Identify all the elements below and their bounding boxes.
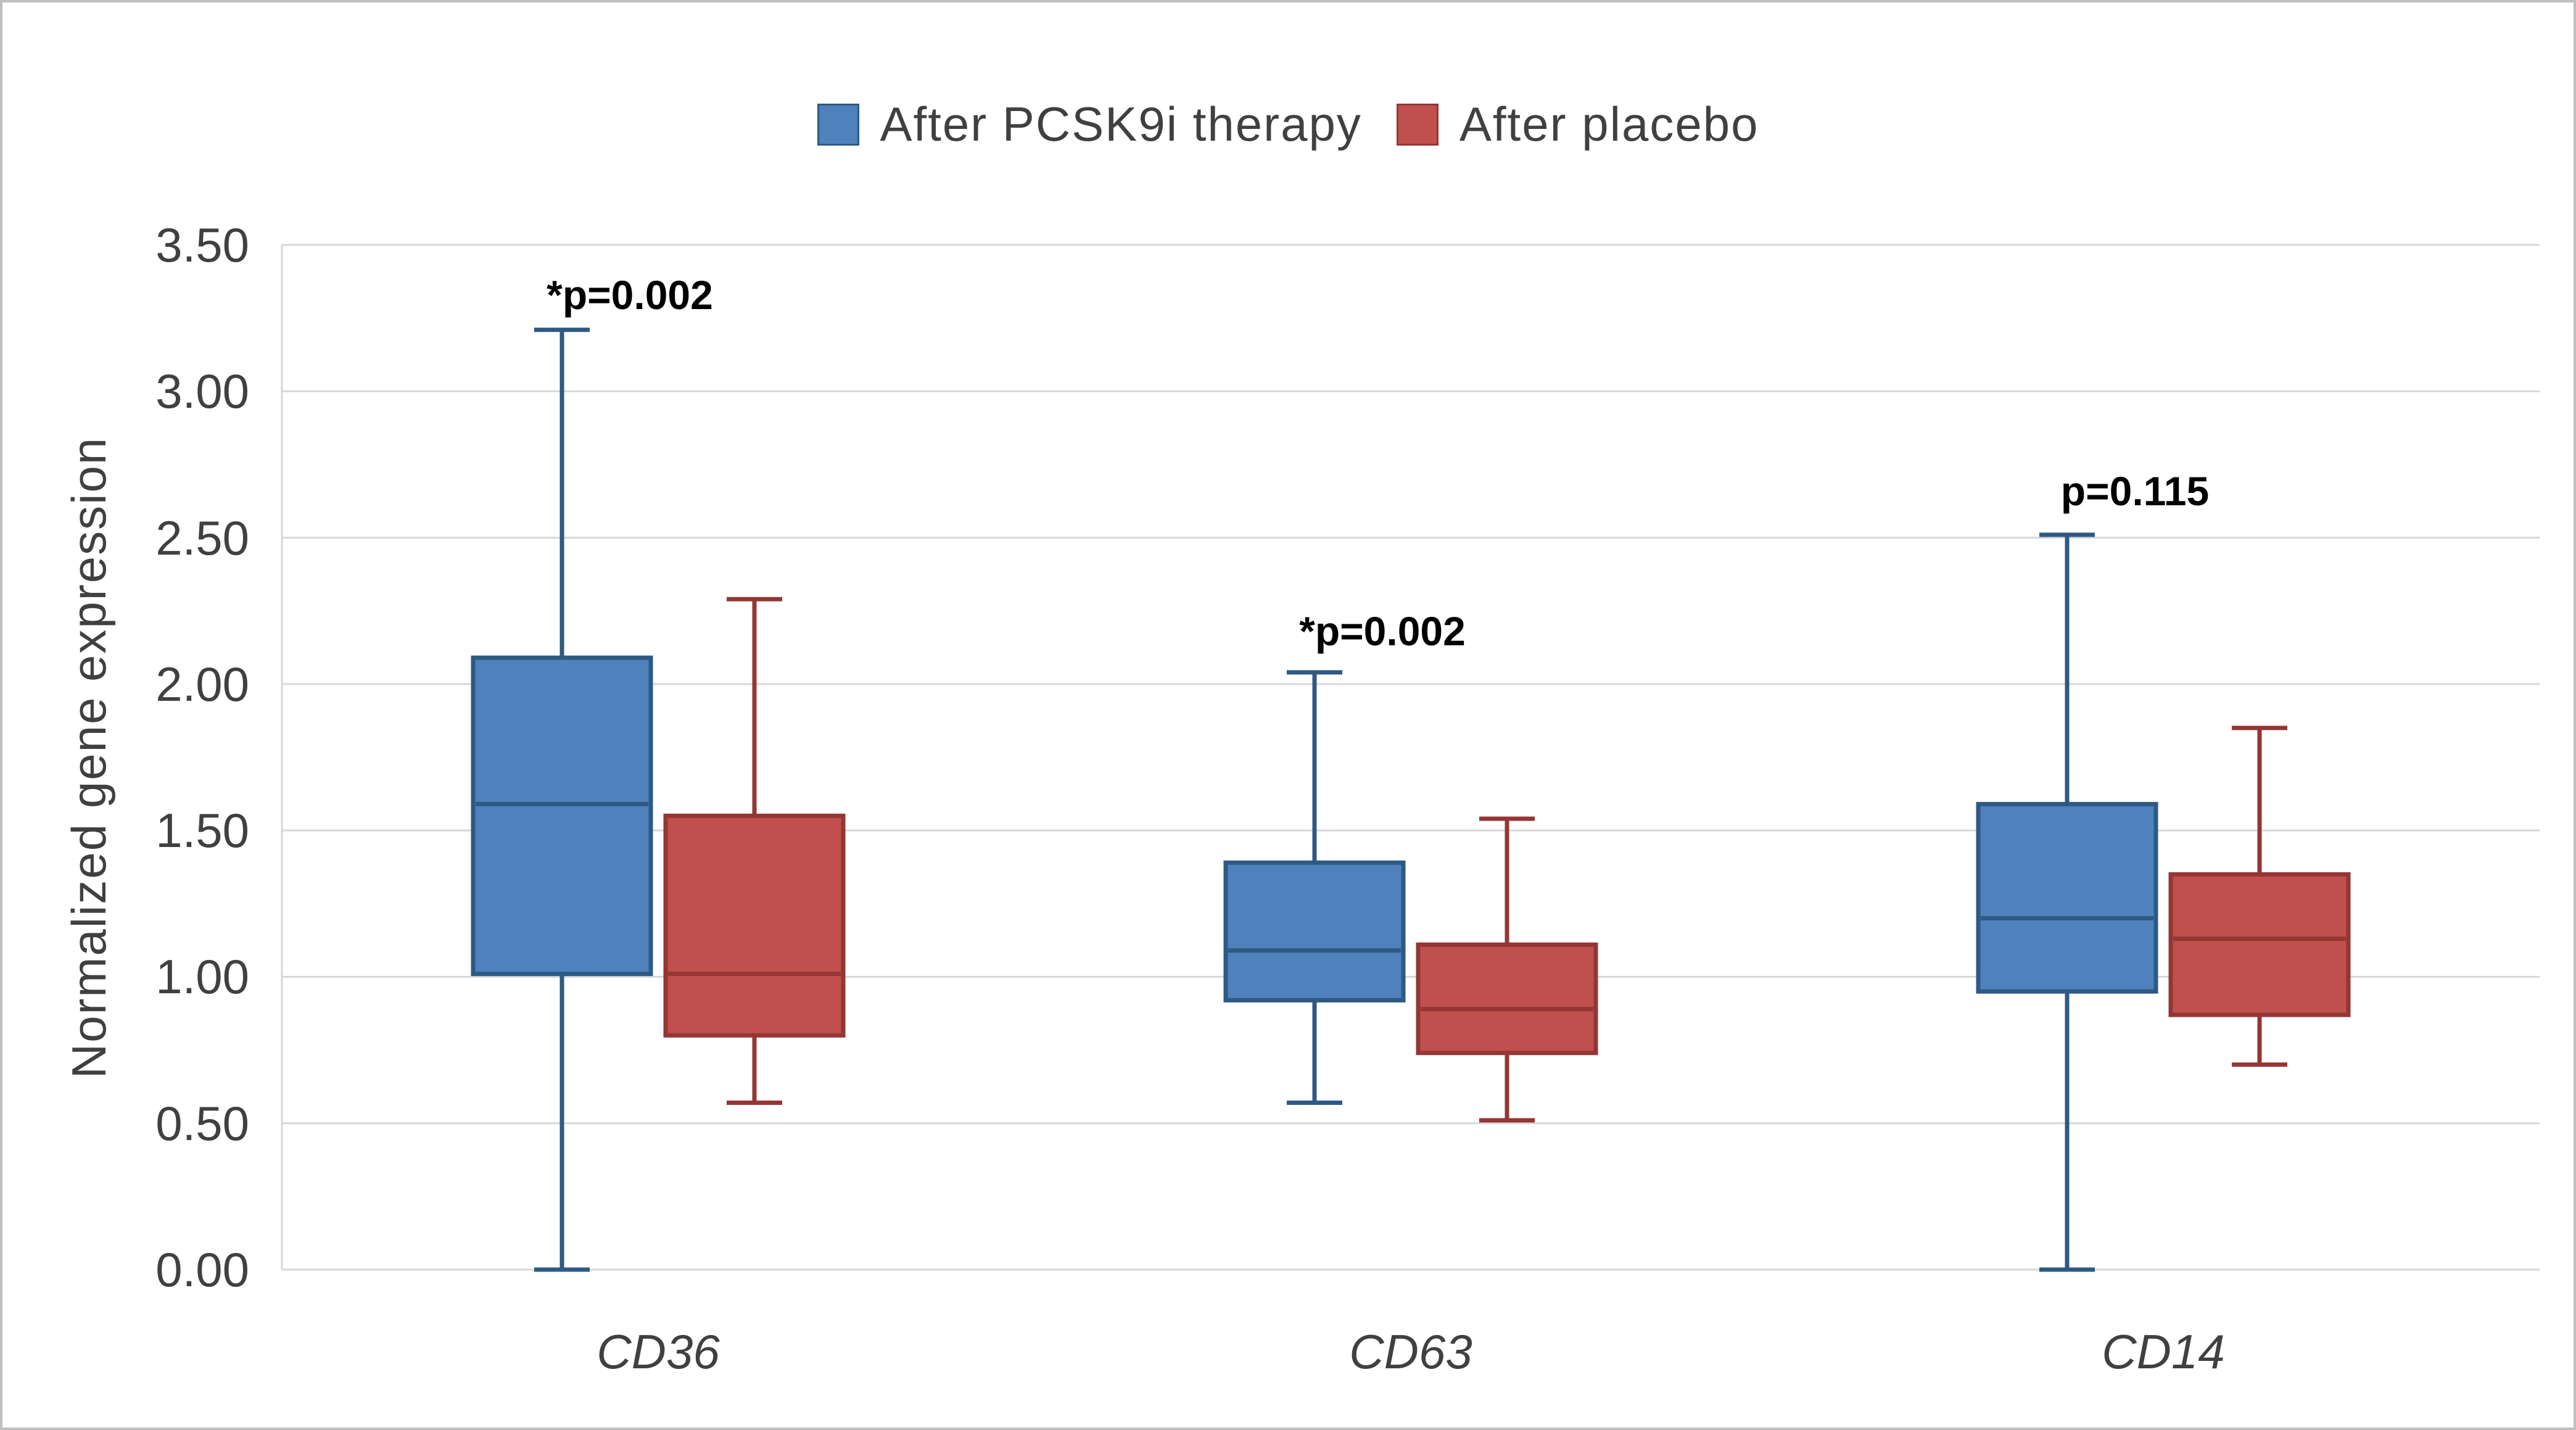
box-CD63-after-placebo (1416, 942, 1598, 1056)
legend-swatch-placebo-icon (1396, 103, 1439, 146)
y-tick-label-0.00: 0.00 (155, 1242, 249, 1297)
legend: After PCSK9i therapy After placebo (2, 96, 2574, 152)
x-category-label-CD63: CD63 (1349, 1325, 1472, 1379)
y-tick-label-3.00: 3.00 (155, 364, 249, 419)
p-value-annotation-CD14: p=0.115 (2060, 468, 2210, 514)
box-CD63-after-pcsk9i-therapy (1223, 860, 1406, 1002)
p-value-annotation-CD36: *p=0.002 (547, 271, 713, 318)
legend-item-placebo: After placebo (1396, 96, 1759, 152)
legend-swatch-pcsk9i-icon (817, 103, 859, 146)
legend-item-pcsk9i: After PCSK9i therapy (817, 96, 1362, 152)
y-tick-label-1.50: 1.50 (155, 803, 249, 858)
p-value-annotation-CD63: *p=0.002 (1299, 608, 1466, 655)
x-category-label-CD14: CD14 (2102, 1325, 2225, 1379)
y-tick-label-3.50: 3.50 (155, 218, 249, 272)
y-tick-label-1.00: 1.00 (155, 949, 249, 1004)
y-tick-label-0.50: 0.50 (155, 1096, 249, 1151)
legend-label-placebo: After placebo (1459, 97, 1759, 151)
box-CD14-after-placebo (2168, 872, 2351, 1017)
y-tick-label-2.00: 2.00 (155, 656, 249, 711)
box-CD36-after-pcsk9i-therapy (471, 655, 653, 977)
box-CD14-after-pcsk9i-therapy (1976, 801, 2158, 994)
legend-label-pcsk9i: After PCSK9i therapy (880, 97, 1362, 151)
y-tick-label-2.50: 2.50 (155, 510, 249, 565)
box-CD36-after-placebo (663, 813, 846, 1038)
x-category-label-CD36: CD36 (597, 1325, 720, 1379)
